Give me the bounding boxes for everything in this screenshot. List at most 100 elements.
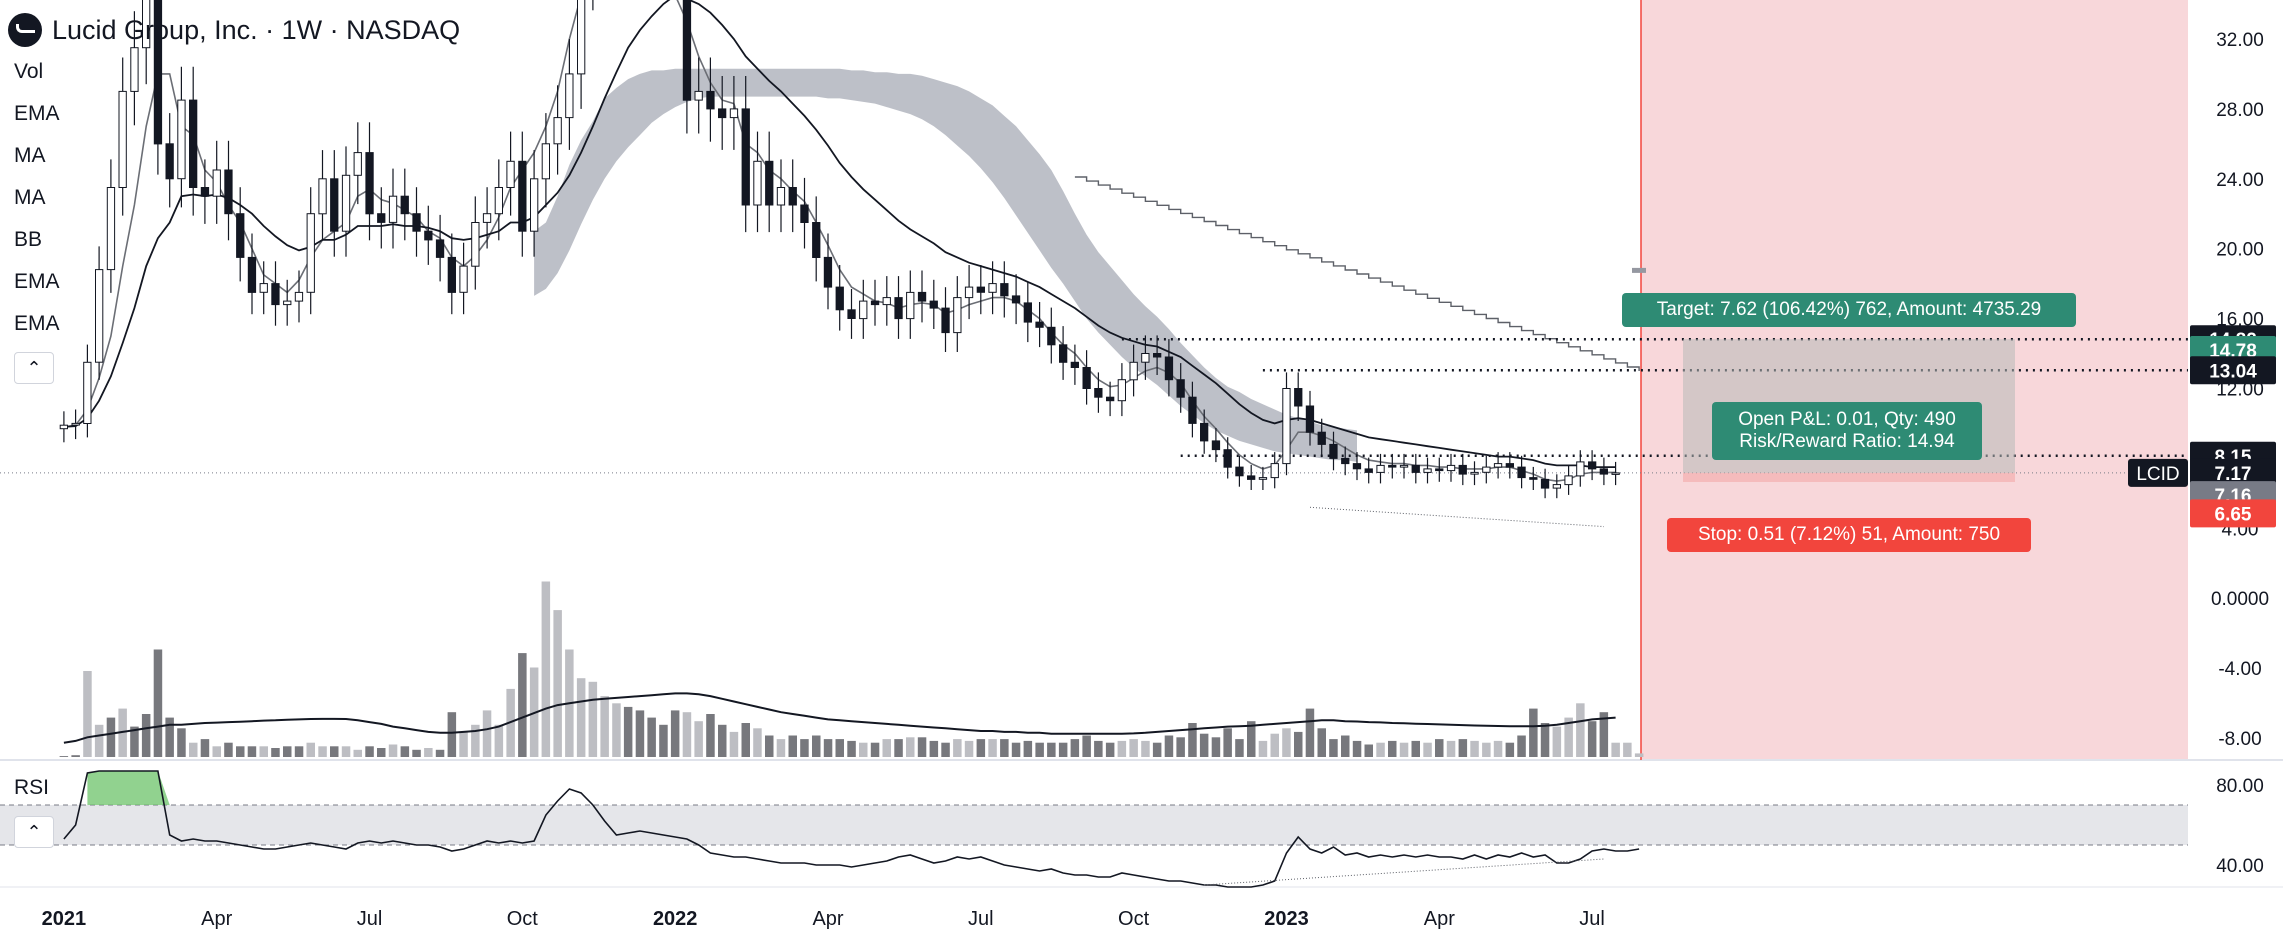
chart-header: Lucid Group, Inc. · 1W · NASDAQ — [8, 8, 460, 52]
volume-bar — [835, 739, 844, 757]
candle-body — [224, 169, 233, 215]
candle-body — [189, 99, 198, 188]
candle — [236, 187, 245, 282]
candle-body — [1011, 295, 1021, 304]
volume-bar — [388, 744, 398, 757]
candle — [177, 66, 186, 208]
candle-body — [1305, 405, 1315, 433]
indicator-ma[interactable]: MA — [14, 144, 46, 167]
candle-body — [1117, 379, 1126, 402]
volume-bar — [1058, 742, 1068, 757]
indicator-vol[interactable]: Vol — [14, 60, 44, 83]
candle — [1188, 381, 1197, 438]
volume-bar — [271, 748, 280, 757]
volume-bar — [1505, 742, 1515, 757]
volume-bar — [1117, 740, 1127, 757]
price-tick-label: 12.00 — [2216, 380, 2264, 401]
candle-body — [1564, 475, 1573, 486]
indicator-bb[interactable]: BB — [14, 228, 43, 251]
candle-body — [1505, 463, 1514, 468]
candle-body — [812, 222, 821, 258]
candle — [859, 279, 868, 339]
candle — [906, 270, 915, 339]
volume-bar — [1199, 733, 1209, 757]
candle-body — [1588, 461, 1597, 470]
symbol-tag-bg — [2128, 458, 2188, 487]
pnl-line: Open P&L: 0.01, Qty: 490 — [1738, 409, 1956, 430]
candle-body — [341, 174, 351, 232]
volume-bar — [1235, 739, 1244, 757]
candle-body — [1294, 388, 1303, 407]
candle-body — [447, 256, 457, 293]
volume-bar — [1305, 708, 1315, 757]
time-tick-label: Jul — [357, 908, 383, 930]
candle-body — [294, 291, 304, 302]
rsi-label[interactable]: RSI — [14, 776, 50, 799]
price-badge: 6.65 — [2190, 499, 2276, 528]
volume-bar — [1270, 733, 1279, 757]
indicator-ema-3[interactable]: EMA — [14, 312, 60, 335]
candle-body — [283, 300, 292, 306]
candle-body — [1070, 361, 1079, 368]
candle-body — [1352, 463, 1362, 470]
candle-body — [118, 90, 127, 188]
candle — [1141, 335, 1150, 380]
candle-body — [541, 143, 551, 180]
candle — [1035, 302, 1044, 348]
candle-body — [1470, 471, 1479, 475]
candle — [1341, 446, 1350, 476]
volume-bar — [706, 714, 715, 757]
candle — [718, 76, 727, 150]
candle-body — [1435, 468, 1444, 472]
candle — [1529, 466, 1538, 490]
candle — [1270, 452, 1279, 489]
candle — [800, 177, 809, 249]
candle — [1047, 307, 1056, 364]
candle-body — [577, 0, 586, 75]
volume-bar — [1035, 742, 1044, 757]
candle — [1117, 363, 1126, 417]
target-label[interactable]: Target: 7.62 (106.42%) 762, Amount: 4735… — [1622, 293, 2076, 327]
ma-long-line — [1074, 176, 1640, 371]
candle — [847, 289, 856, 339]
candle-body — [859, 300, 868, 320]
candle-body — [1540, 478, 1550, 489]
volume-bar — [459, 731, 468, 757]
risk-reward-line: Risk/Reward Ratio: 14.94 — [1739, 431, 1955, 452]
candle — [494, 159, 504, 241]
indicator-ma-2[interactable]: MA — [14, 186, 46, 209]
candle — [459, 242, 468, 315]
volume-bar — [1329, 739, 1338, 757]
candle-body — [153, 0, 163, 145]
volume-bar — [106, 717, 116, 757]
candle-body — [236, 213, 245, 258]
candle-body — [1364, 468, 1373, 473]
candle — [553, 85, 562, 175]
candle — [1576, 450, 1585, 487]
candle — [71, 409, 80, 440]
candle-body — [800, 204, 809, 223]
collapse-legend-button[interactable]: ⌃ — [14, 352, 54, 384]
candle-body — [518, 160, 527, 232]
candle — [142, 0, 151, 85]
indicator-ema[interactable]: EMA — [14, 102, 60, 125]
volume-bar — [447, 712, 457, 757]
time-tick-label: 2022 — [653, 908, 698, 930]
pnl-box[interactable]: Open P&L: 0.01, Qty: 490 Risk/Reward Rat… — [1712, 402, 1982, 460]
candle — [212, 140, 221, 224]
indicator-ema-2[interactable]: EMA — [14, 270, 60, 293]
chart-title: Lucid Group, Inc. · 1W · NASDAQ — [52, 14, 461, 45]
volume-bar — [1129, 739, 1138, 757]
candle — [753, 131, 762, 233]
stop-label[interactable]: Stop: 0.51 (7.12%) 51, Amount: 750 — [1667, 518, 2031, 552]
collapse-rsi-button[interactable]: ⌃ — [14, 816, 54, 848]
volume-bar — [130, 726, 139, 757]
volume-bar — [612, 703, 621, 757]
volume-bar — [1634, 753, 1644, 757]
volume-bar — [882, 739, 891, 757]
candle-body — [530, 178, 539, 232]
candle-body — [718, 108, 727, 119]
candle-body — [106, 187, 116, 271]
